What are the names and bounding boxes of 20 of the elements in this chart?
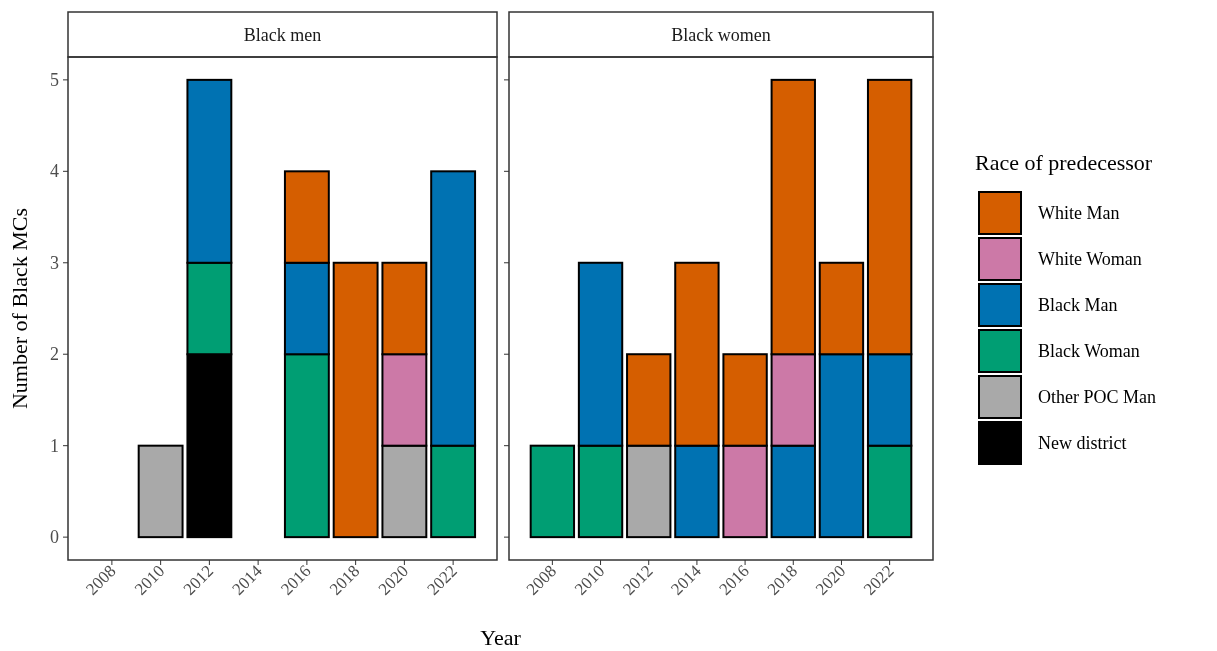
- legend-label: White Man: [1038, 203, 1120, 223]
- legend-label: New district: [1038, 433, 1127, 453]
- y-tick-label: 2: [50, 344, 59, 365]
- legend-title: Race of predecessor: [975, 150, 1153, 175]
- legend-label: Black Woman: [1038, 341, 1140, 361]
- x-axis-title: Year: [480, 625, 522, 650]
- y-axis-title: Number of Black MCs: [7, 207, 32, 410]
- bar: [332, 261, 379, 539]
- legend-label: White Woman: [1038, 249, 1142, 269]
- bar: [529, 444, 576, 539]
- chart-title: Black women: [671, 24, 771, 45]
- y-tick-label: 3: [50, 252, 59, 273]
- chart-title: Black men: [243, 24, 322, 45]
- y-tick-label: 1: [50, 435, 59, 456]
- legend-label: Black Man: [1038, 295, 1118, 315]
- y-tick-label: 5: [50, 69, 59, 90]
- legend-label: Other POC Man: [1038, 387, 1156, 407]
- y-tick-label: 4: [50, 161, 59, 182]
- y-tick-label: 0: [50, 527, 59, 548]
- bar: [137, 444, 184, 539]
